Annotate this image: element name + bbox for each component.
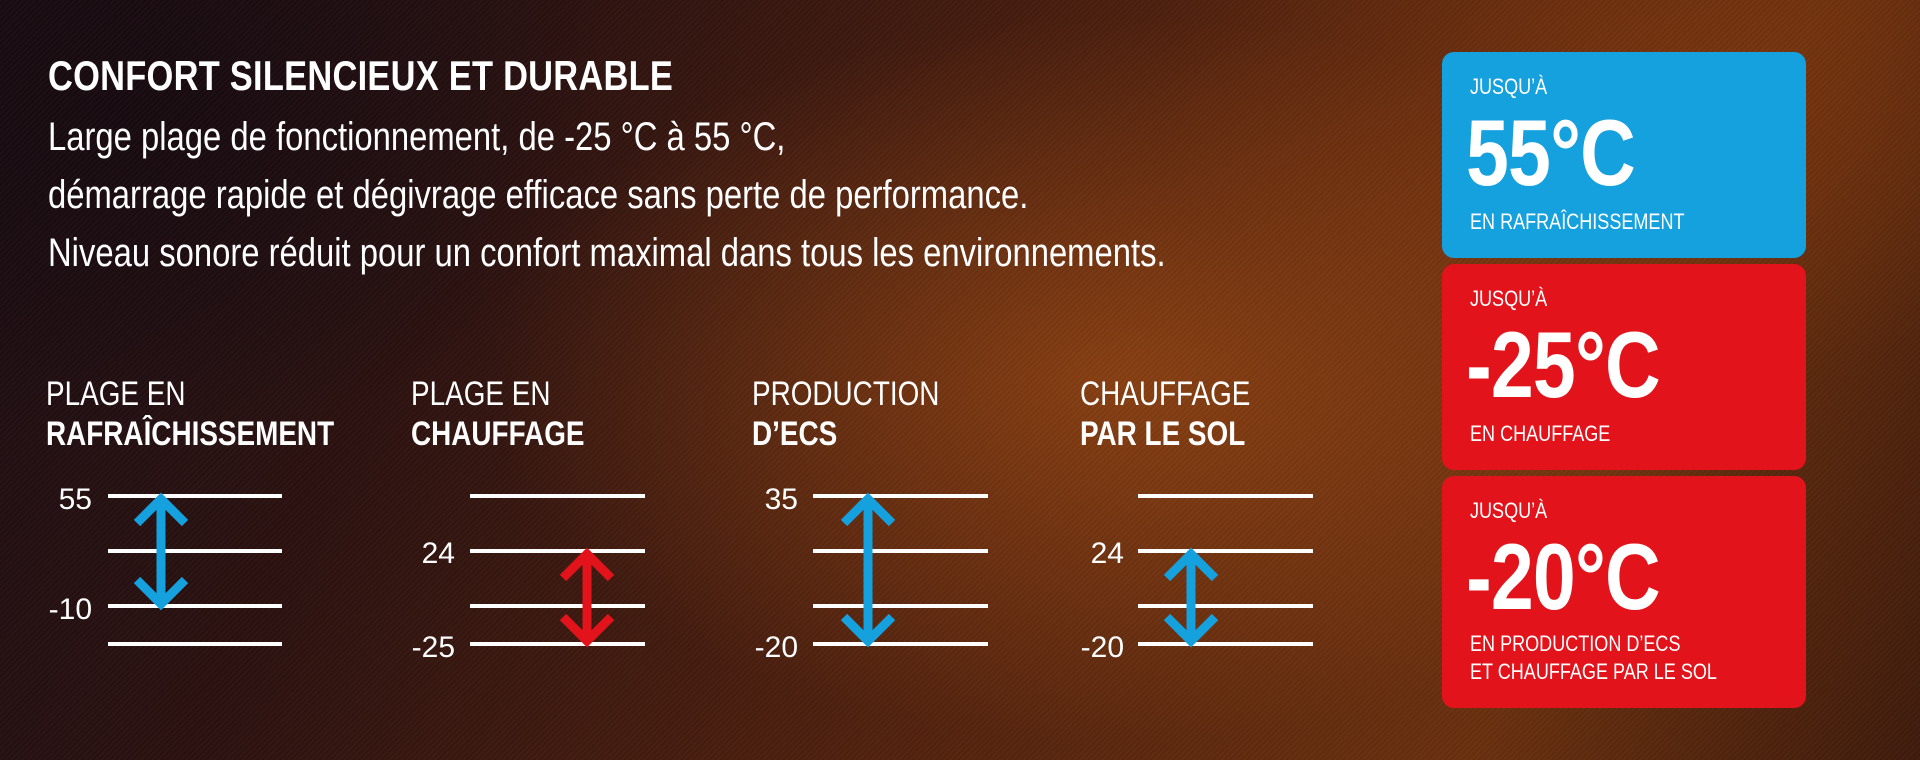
card-cooling-max: JUSQU’À 55°C EN RAFRAÎCHISSEMENT [1442, 52, 1806, 258]
card-caption: ET CHAUFFAGE PAR LE SOL [1470, 659, 1717, 684]
card-overline: JUSQU’À [1470, 286, 1548, 311]
description-line: Large plage de fonctionnement, de -25 °C… [48, 115, 786, 159]
card-overline: JUSQU’À [1470, 498, 1548, 523]
range-diagram-dhw: 35 -20 [755, 483, 988, 664]
range-arrow [133, 492, 189, 611]
range-bottom-value: -10 [49, 593, 92, 626]
range-top-value: 35 [765, 483, 798, 516]
card-value: -20°C [1466, 524, 1661, 629]
description-line: Niveau sonore réduit pour un confort max… [48, 231, 1166, 275]
card-value: 55°C [1466, 100, 1636, 205]
range-bottom-value: -20 [1081, 631, 1124, 664]
card-caption: EN CHAUFFAGE [1470, 421, 1611, 446]
card-overline: JUSQU’À [1470, 74, 1548, 99]
range-top-value: 24 [1091, 537, 1124, 570]
range-top-value: 24 [422, 537, 455, 570]
card-dhw-floor-min: JUSQU’À -20°C EN PRODUCTION D’ECS ET CHA… [1442, 476, 1806, 708]
description: Large plage de fonctionnement, de -25 °C… [48, 108, 1411, 282]
range-bottom-value: -25 [412, 631, 455, 664]
card-caption: EN PRODUCTION D’ECS [1470, 631, 1681, 656]
description-line: démarrage rapide et dégivrage efficace s… [48, 173, 1029, 217]
range-arrow [559, 547, 615, 648]
range-diagram-cooling: 55 -10 [49, 483, 282, 646]
range-diagrams-svg: 55 -10 24 -25 [49, 483, 1313, 664]
range-bottom-value: -20 [755, 631, 798, 664]
page-title: CONFORT SILENCIEUX ET DURABLE [48, 52, 674, 99]
card-heating-min: JUSQU’À -25°C EN CHAUFFAGE [1442, 264, 1806, 470]
range-top-value: 55 [59, 483, 92, 516]
range-label-dhw: PRODUCTION D’ECS [752, 375, 940, 453]
range-label-cooling: PLAGE EN RAFRAÎCHISSEMENT [46, 375, 335, 453]
range-diagram-floor-heating: 24 -20 [1081, 494, 1313, 664]
range-diagrams: 55 -10 24 -25 [49, 483, 1313, 664]
card-caption: EN RAFRAÎCHISSEMENT [1470, 209, 1685, 234]
range-arrow [1163, 547, 1219, 648]
range-label-heating: PLAGE EN CHAUFFAGE [411, 375, 585, 453]
range-label-floor-heating: CHAUFFAGE PAR LE SOL [1080, 375, 1251, 453]
range-diagram-heating: 24 -25 [412, 494, 645, 664]
card-value: -25°C [1466, 312, 1661, 417]
range-arrow [840, 492, 896, 648]
